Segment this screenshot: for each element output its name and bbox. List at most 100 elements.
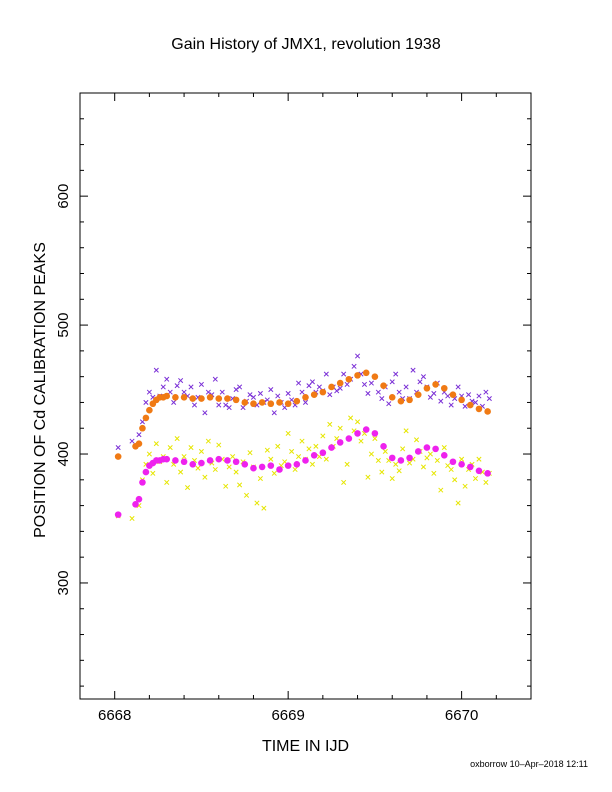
data-point	[380, 442, 387, 450]
series-high-smooth	[114, 369, 491, 460]
data-point	[382, 448, 388, 454]
data-point	[302, 457, 309, 464]
data-point	[388, 454, 396, 462]
data-point	[375, 389, 381, 395]
data-point	[212, 376, 218, 382]
data-point	[285, 390, 291, 396]
data-point	[285, 430, 291, 436]
data-point	[328, 444, 335, 451]
data-point	[224, 395, 231, 402]
data-point	[143, 399, 149, 406]
y-tick-label: 300	[55, 570, 72, 595]
data-point	[455, 500, 461, 506]
data-point	[368, 380, 374, 386]
data-point	[184, 484, 191, 491]
data-point	[258, 463, 266, 471]
data-point	[275, 393, 281, 399]
data-point	[455, 384, 461, 390]
x-tick-label: 6670	[445, 707, 478, 724]
data-point	[483, 479, 489, 485]
chart-title: Gain History of JMX1, revolution 1938	[171, 36, 441, 53]
data-point	[337, 425, 343, 431]
data-point	[358, 438, 364, 444]
data-point	[202, 410, 208, 416]
data-point	[163, 392, 171, 400]
data-point	[371, 373, 379, 380]
data-point	[319, 449, 327, 457]
data-point	[458, 461, 465, 468]
data-point	[142, 414, 150, 422]
footer-credit: oxborrow 10–Apr–2018 12:11	[470, 759, 588, 769]
data-point	[232, 458, 240, 466]
data-point	[146, 451, 152, 457]
data-point	[180, 458, 188, 466]
data-point	[462, 483, 468, 489]
data-point	[215, 455, 223, 463]
data-point	[445, 463, 451, 469]
data-point	[132, 501, 139, 508]
data-point	[198, 381, 204, 387]
data-point	[362, 369, 370, 377]
data-point	[135, 495, 143, 503]
data-point	[466, 463, 474, 471]
data-point	[216, 442, 222, 448]
data-point	[371, 430, 379, 437]
data-point	[268, 386, 274, 393]
data-point	[296, 454, 302, 460]
data-point	[257, 390, 263, 396]
data-point	[351, 363, 357, 369]
y-tick-label: 600	[55, 184, 72, 209]
data-point	[316, 384, 322, 390]
data-point	[226, 405, 232, 411]
data-point	[205, 438, 211, 444]
data-point	[223, 483, 229, 489]
data-point	[191, 402, 198, 408]
data-point	[293, 397, 301, 405]
data-point	[296, 380, 302, 386]
data-point	[393, 461, 399, 467]
data-point	[449, 458, 457, 466]
data-point	[445, 393, 451, 399]
data-point	[427, 394, 433, 400]
data-point	[432, 445, 439, 453]
data-point	[466, 392, 472, 398]
data-point	[306, 383, 312, 389]
data-point	[344, 461, 350, 467]
data-point	[139, 479, 146, 486]
data-point	[174, 383, 180, 389]
data-point	[240, 405, 246, 411]
data-point	[139, 424, 146, 432]
data-point	[389, 379, 395, 385]
data-point	[406, 454, 413, 462]
data-point	[189, 461, 197, 468]
data-point	[431, 470, 437, 476]
data-point	[414, 391, 422, 399]
data-point	[345, 375, 353, 383]
data-point	[181, 389, 187, 395]
data-point	[407, 460, 413, 466]
series-high-raw	[115, 353, 492, 451]
data-point	[254, 500, 260, 506]
data-point	[440, 452, 448, 459]
data-point	[348, 415, 354, 421]
data-point	[365, 390, 371, 396]
data-point	[146, 406, 153, 414]
data-point	[171, 399, 177, 406]
data-point	[172, 457, 179, 464]
data-point	[250, 400, 257, 408]
data-point	[205, 389, 211, 395]
data-point	[327, 421, 333, 427]
data-point	[431, 390, 437, 396]
data-point	[257, 475, 263, 482]
data-point	[327, 392, 333, 398]
data-point	[237, 384, 243, 390]
data-point	[188, 445, 194, 451]
data-point	[276, 399, 283, 406]
data-point	[216, 402, 222, 408]
data-point	[136, 432, 142, 438]
plot-frame	[79, 92, 532, 700]
data-point	[302, 399, 309, 406]
data-point	[423, 444, 431, 451]
data-point	[386, 401, 392, 407]
data-point	[172, 393, 179, 401]
